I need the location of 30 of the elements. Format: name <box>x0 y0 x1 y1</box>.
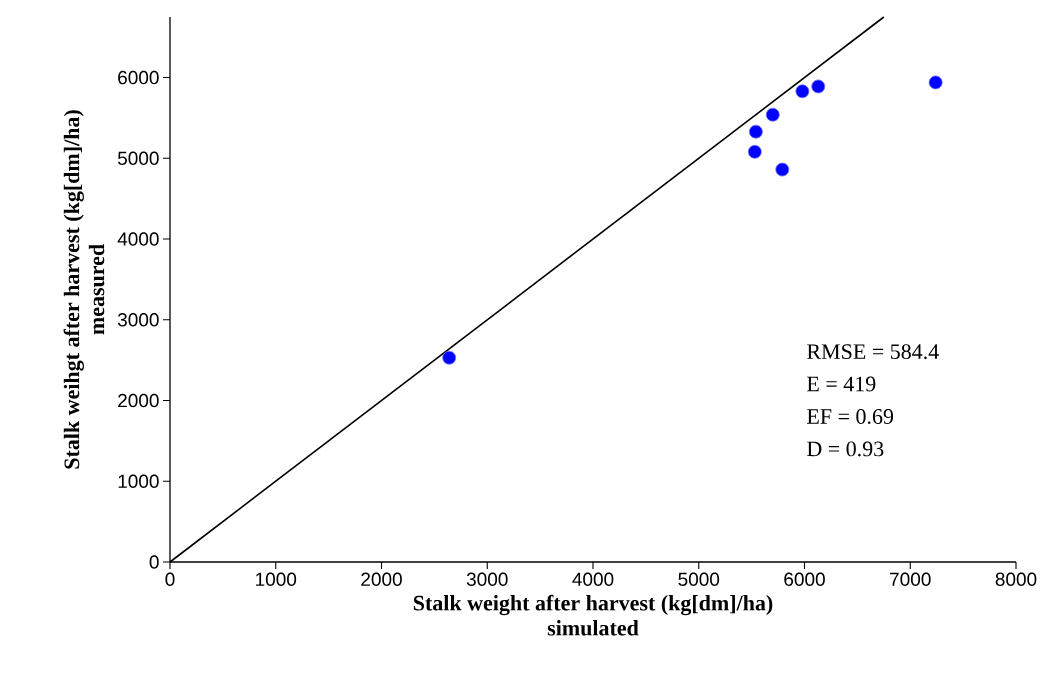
y-tick-label: 0 <box>149 555 159 569</box>
point <box>747 144 762 159</box>
x-tick-label: 0 <box>165 572 175 586</box>
point <box>928 75 943 90</box>
x-axis-title: Stalk weight after harvest (kg[dm]/ha) simulated <box>413 594 773 636</box>
point <box>442 350 457 365</box>
y-tick-label: 3000 <box>117 313 159 327</box>
x-tick-label: 5000 <box>678 572 720 586</box>
x-tick-label: 2000 <box>361 572 402 586</box>
y-tick-label: 1000 <box>118 474 159 488</box>
x-tick-label: 8000 <box>995 572 1037 586</box>
x-tick-label: 6000 <box>784 572 825 586</box>
y-tick-label: 5000 <box>117 151 159 166</box>
annotation: D = 0.93 <box>807 441 884 457</box>
x-tick-label: 3000 <box>466 572 508 586</box>
annotation: E = 419 <box>807 376 876 392</box>
point <box>748 124 763 139</box>
y-axis-title: Stalk weihgt after harvest (kg[dm]/ha) measured <box>63 110 105 469</box>
x-tick-label: 4000 <box>572 572 614 586</box>
point <box>765 107 780 122</box>
x-tick-label: 7000 <box>890 572 931 586</box>
y-tick-label: 6000 <box>118 70 159 85</box>
point <box>795 84 810 99</box>
y-tick-label: 2000 <box>118 393 159 408</box>
point <box>775 162 790 177</box>
y-tick-label: 4000 <box>117 232 159 246</box>
x-tick-label: 1000 <box>256 572 297 586</box>
annotation: RMSE = 584.4 <box>807 344 939 360</box>
annotation: EF = 0.69 <box>807 409 894 424</box>
point <box>811 79 826 94</box>
